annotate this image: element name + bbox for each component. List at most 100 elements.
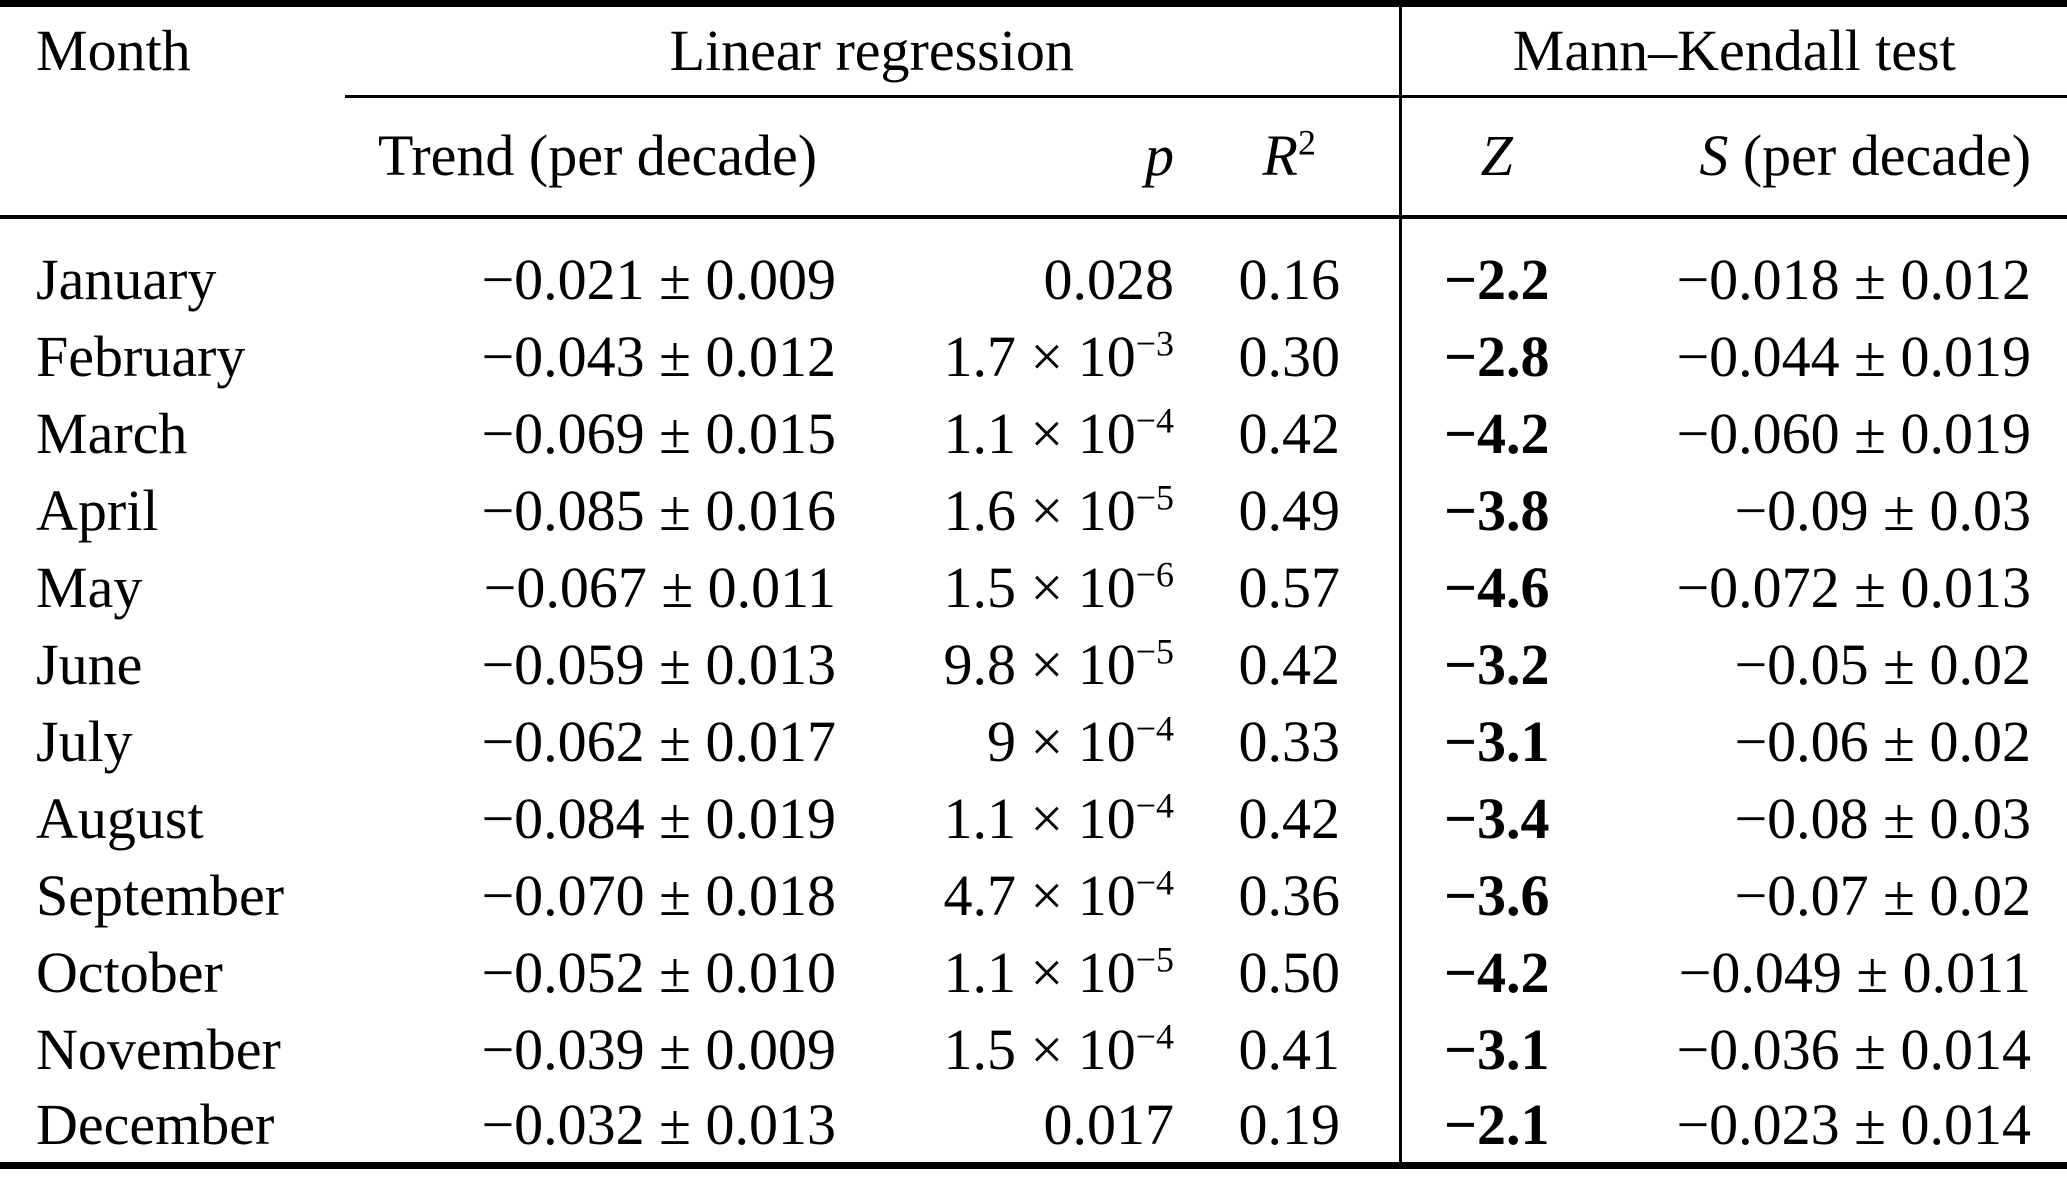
cell-month: October [36, 940, 223, 1005]
p-mantissa: 1.5 × 10 [943, 555, 1136, 620]
cell-s: −0.08 ± 0.03 [1734, 786, 2032, 851]
cell-trend: −0.062 ± 0.017 [481, 709, 836, 774]
cell-month: June [36, 632, 143, 697]
cell-trend: −0.039 ± 0.009 [481, 1017, 836, 1082]
cell-trend: −0.052 ± 0.010 [481, 940, 836, 1005]
spacer-cell [850, 217, 1180, 242]
cell-r2: 0.33 [1238, 709, 1341, 774]
cell-trend: −0.059 ± 0.013 [481, 632, 836, 697]
p-mantissa: 1.1 × 10 [943, 786, 1136, 851]
cell-p-value: 1.6 × 10−5 [850, 473, 1180, 550]
cell-s: −0.023 ± 0.014 [1676, 1092, 2032, 1158]
table-row-may: May −0.067 ± 0.011 1.5 × 10−6 0.57 −4.6 … [0, 549, 2067, 627]
cell-p-value: 1.5 × 10−6 [850, 550, 1180, 627]
p-symbol: p [1145, 123, 1174, 189]
cell-p-value: 1.1 × 10−5 [850, 935, 1180, 1012]
p-exponent: −4 [1135, 862, 1174, 903]
cell-z: −2.1 [1398, 1088, 1593, 1166]
p-exponent: −4 [1135, 400, 1174, 441]
p-exponent: −5 [1135, 631, 1174, 672]
col-header-p: p [850, 96, 1180, 219]
cell-month: July [36, 709, 133, 774]
table-row-october: October −0.052 ± 0.010 1.1 × 10−5 0.50 −… [0, 934, 2067, 1012]
p-exponent: −5 [1135, 939, 1174, 980]
cell-r2: 0.42 [1238, 786, 1341, 851]
cell-month: April [36, 478, 159, 543]
table-row-september: September −0.070 ± 0.018 4.7 × 10−4 0.36… [0, 857, 2067, 935]
cell-month: September [36, 863, 285, 928]
monthly-trends-table: Month Linear regression Mann–Kendall tes… [0, 0, 2067, 1169]
cell-s: −0.060 ± 0.019 [1676, 401, 2032, 466]
group-header-mann-kendall: Mann–Kendall test [1398, 3, 2067, 98]
cell-s: −0.06 ± 0.02 [1734, 709, 2032, 774]
cell-r2: 0.19 [1238, 1092, 1341, 1158]
cell-s: −0.09 ± 0.03 [1734, 478, 2032, 543]
cell-month: December [36, 1092, 275, 1158]
spacer-cell [1398, 216, 1593, 242]
cell-r2: 0.42 [1238, 401, 1341, 466]
cell-z: −3.4 [1398, 780, 1593, 858]
table-row-july: July −0.062 ± 0.017 9 × 10−4 0.33 −3.1 −… [0, 703, 2067, 781]
cell-month: January [36, 247, 217, 312]
s-units: (per decade) [1728, 123, 2032, 189]
col-header-trend: Trend (per decade) [345, 96, 850, 219]
cell-z: −3.1 [1398, 1011, 1593, 1089]
cell-r2: 0.16 [1238, 247, 1341, 312]
cell-z: −2.8 [1398, 318, 1593, 396]
cell-p-value: 0.028 [850, 242, 1180, 319]
cell-p-value: 1.7 × 10−3 [850, 319, 1180, 396]
p-mantissa: 1.6 × 10 [943, 478, 1136, 543]
p-mantissa: 1.1 × 10 [943, 940, 1136, 1005]
cell-trend: −0.069 ± 0.015 [481, 401, 836, 466]
col-header-r2: R2 [1180, 96, 1401, 219]
cell-trend: −0.070 ± 0.018 [481, 863, 836, 928]
cell-z: −4.2 [1398, 395, 1593, 473]
cell-trend: −0.085 ± 0.016 [481, 478, 836, 543]
table-row-february: February −0.043 ± 0.012 1.7 × 10−3 0.30 … [0, 318, 2067, 396]
p-mantissa: 9.8 × 10 [943, 632, 1136, 697]
p-exponent: −3 [1135, 323, 1174, 364]
cell-p-value: 0.017 [850, 1089, 1180, 1166]
cell-p-value: 9.8 × 10−5 [850, 627, 1180, 704]
cell-s: −0.07 ± 0.02 [1734, 863, 2032, 928]
cell-z: −3.1 [1398, 703, 1593, 781]
table-row-march: March −0.069 ± 0.015 1.1 × 10−4 0.42 −4.… [0, 395, 2067, 473]
cell-month: November [36, 1017, 281, 1082]
table-row-august: August −0.084 ± 0.019 1.1 × 10−4 0.42 −3… [0, 780, 2067, 858]
spacer-cell [345, 217, 850, 242]
group-header-linear-regression: Linear regression [345, 3, 1401, 98]
cell-r2: 0.57 [1238, 555, 1341, 620]
cell-r2: 0.49 [1238, 478, 1341, 543]
cell-z: −3.2 [1398, 626, 1593, 704]
p-mantissa: 1.7 × 10 [943, 324, 1136, 389]
table-header: Month Linear regression Mann–Kendall tes… [0, 3, 2067, 219]
p-mantissa: 1.1 × 10 [943, 401, 1136, 466]
p-exponent: −4 [1135, 785, 1174, 826]
cell-p-value: 1.1 × 10−4 [850, 781, 1180, 858]
group-header-row: Month Linear regression Mann–Kendall tes… [0, 3, 2067, 98]
cell-month: August [36, 786, 204, 851]
cell-trend: −0.032 ± 0.013 [481, 1092, 836, 1158]
cell-z: −4.2 [1398, 934, 1593, 1012]
cell-s: −0.049 ± 0.011 [1678, 940, 2032, 1005]
cell-s: −0.072 ± 0.013 [1676, 555, 2032, 620]
cell-p-value: 1.5 × 10−4 [850, 1012, 1180, 1089]
cell-r2: 0.50 [1238, 940, 1341, 1005]
cell-month: May [36, 555, 143, 620]
p-mantissa: 0.028 [1043, 247, 1175, 312]
p-mantissa: 1.5 × 10 [943, 1017, 1136, 1082]
cell-z: −4.6 [1398, 549, 1593, 627]
spacer-cell [1180, 217, 1400, 242]
cell-p-value: 9 × 10−4 [850, 704, 1180, 781]
col-header-s: S (per decade) [1592, 96, 2067, 219]
r2-exponent: 2 [1297, 122, 1316, 163]
cell-trend: −0.084 ± 0.019 [481, 786, 836, 851]
p-exponent: −6 [1135, 554, 1174, 595]
table-row-january: January −0.021 ± 0.009 0.028 0.16 −2.2 −… [0, 241, 2067, 319]
cell-r2: 0.41 [1238, 1017, 1341, 1082]
cell-trend: −0.043 ± 0.012 [481, 324, 836, 389]
p-exponent: −5 [1135, 477, 1174, 518]
s-symbol: S [1699, 123, 1729, 189]
table-row-june: June −0.059 ± 0.013 9.8 × 10−5 0.42 −3.2… [0, 626, 2067, 704]
